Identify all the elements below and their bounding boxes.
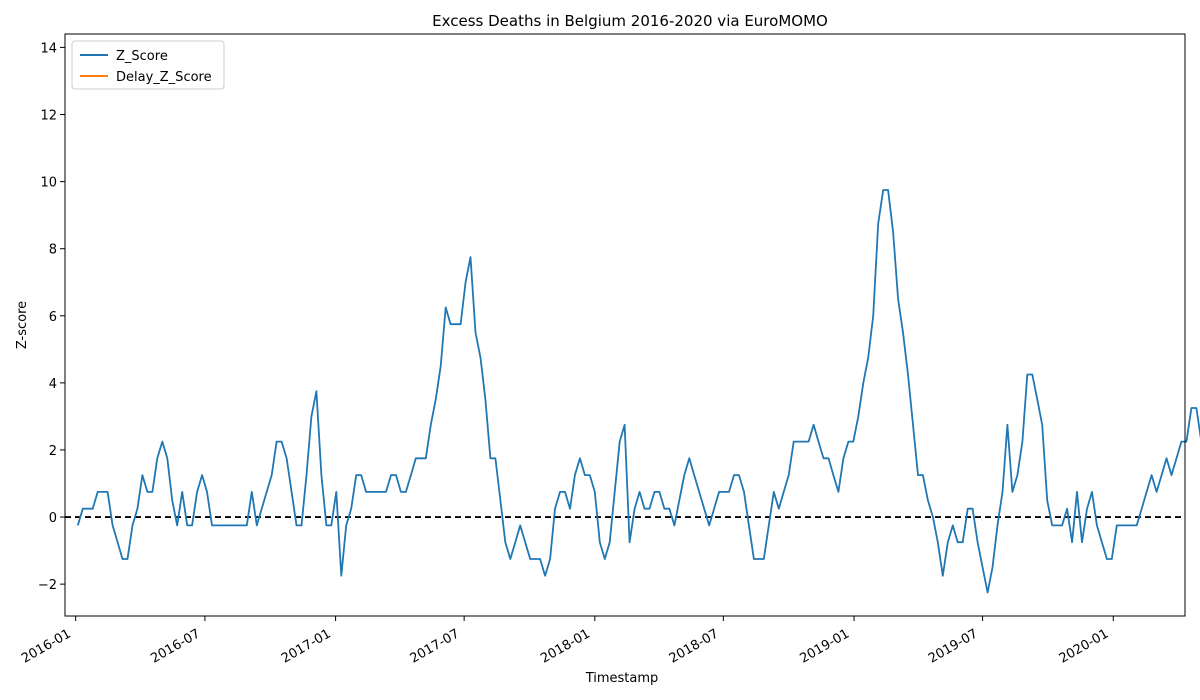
x-tick-label: 2020-01 <box>1057 626 1112 666</box>
plot-area <box>65 34 1185 616</box>
x-tick-label: 2017-01 <box>279 626 334 666</box>
y-tick-label: 12 <box>40 109 57 124</box>
y-tick-label: 4 <box>49 377 57 392</box>
legend-label: Delay_Z_Score <box>116 70 212 85</box>
legend-label: Z_Score <box>116 49 168 64</box>
x-axis: 2016-01 2016-07 2017-01 2017-07 2018-01 2018-… <box>19 616 1114 667</box>
x-tick-label: 2016-01 <box>19 626 74 666</box>
legend: Z_Score Delay_Z_Score <box>71 40 225 90</box>
y-tick-label: −2 <box>38 578 57 593</box>
chart-title: Excess Deaths in Belgium 2016-2020 via E… <box>432 12 828 30</box>
x-tick-label: 2019-01 <box>797 626 852 666</box>
x-tick-label: 2016-07 <box>148 626 203 666</box>
y-axis: −2 0 2 4 6 8 10 12 14 <box>38 41 65 593</box>
x-tick-label: 2017-07 <box>408 626 463 666</box>
series-line-z-score <box>76 189 1200 594</box>
x-tick-label: 2018-07 <box>667 626 722 666</box>
y-tick-label: 2 <box>49 444 57 459</box>
y-tick-label: 8 <box>49 243 57 258</box>
y-tick-label: 10 <box>40 176 57 191</box>
legend-box <box>71 40 225 90</box>
plot-content <box>65 189 1200 594</box>
y-tick-label: 6 <box>49 310 57 325</box>
plot-frame <box>64 33 1186 617</box>
y-tick-label: 14 <box>40 41 57 56</box>
x-tick-label: 2018-01 <box>538 626 593 666</box>
x-axis-title: Timestamp <box>585 671 659 686</box>
y-tick-label: 0 <box>49 511 57 526</box>
y-axis-title: Z-score <box>15 301 30 349</box>
x-tick-label: 2019-07 <box>926 626 981 666</box>
